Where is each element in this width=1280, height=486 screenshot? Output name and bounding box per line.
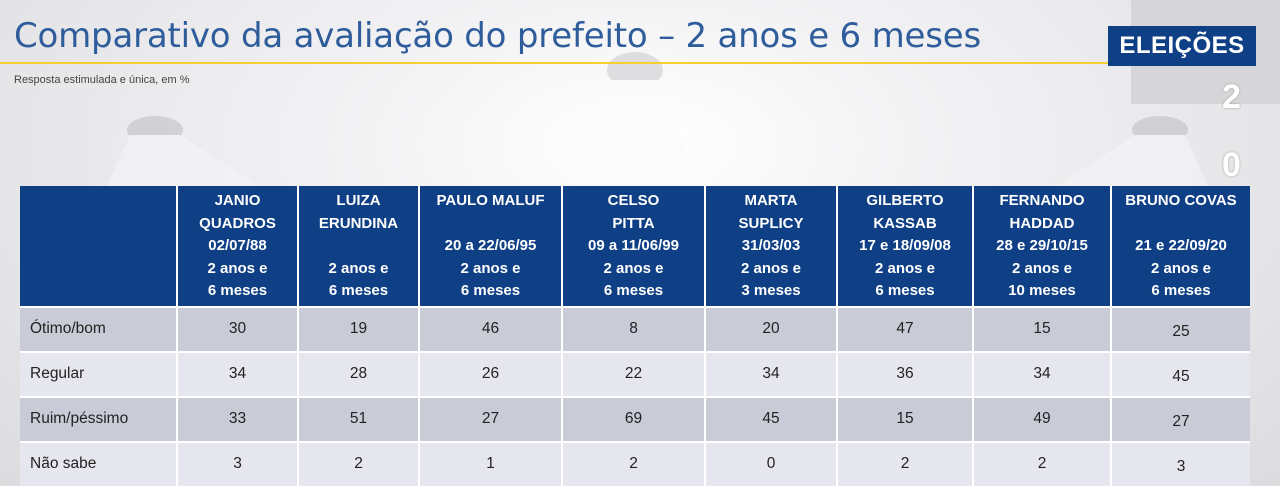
column-header: FERNANDO HADDAD 28 e 29/10/15 2 anos e 10 me… bbox=[974, 186, 1112, 306]
page-title: Comparativo da avaliação do prefeito – 2… bbox=[14, 16, 981, 56]
table-cell: 2 bbox=[974, 440, 1112, 486]
badge-year-digit: 2 bbox=[1222, 78, 1241, 116]
table-cell: 69 bbox=[563, 395, 706, 441]
table-cell: 45 bbox=[1112, 350, 1250, 396]
table-cell: 49 bbox=[974, 395, 1112, 441]
table-row: Não sabe 3 2 1 2 0 2 2 3 bbox=[20, 440, 1250, 486]
table-cell: 34 bbox=[178, 350, 299, 396]
table-cell: 3 bbox=[178, 440, 299, 486]
table-cell: 2 bbox=[838, 440, 974, 486]
row-label: Não sabe bbox=[20, 440, 178, 486]
table-row: Ótimo/bom 30 19 46 8 20 47 15 25 bbox=[20, 305, 1250, 351]
row-label: Ruim/péssimo bbox=[20, 395, 178, 441]
table-cell: 3 bbox=[1112, 440, 1250, 486]
spotlight-center-decoration bbox=[570, 52, 700, 190]
table-cell: 45 bbox=[706, 395, 838, 441]
row-label: Regular bbox=[20, 350, 178, 396]
table-row: Ruim/péssimo 33 51 27 69 45 15 49 27 bbox=[20, 395, 1250, 441]
table-cell: 26 bbox=[420, 350, 563, 396]
table-cell: 0 bbox=[706, 440, 838, 486]
table-cell: 2 bbox=[299, 440, 420, 486]
table-cell: 8 bbox=[563, 305, 706, 351]
table-cell: 1 bbox=[420, 440, 563, 486]
spotlight-left-decoration bbox=[105, 116, 265, 190]
table-row: Regular 34 28 26 22 34 36 34 45 bbox=[20, 350, 1250, 396]
table-cell: 25 bbox=[1112, 305, 1250, 351]
badge-year-digit: 0 bbox=[1222, 146, 1241, 184]
elections-badge: ELEIÇÕES bbox=[1108, 26, 1256, 66]
table-cell: 36 bbox=[838, 350, 974, 396]
table-cell: 30 bbox=[178, 305, 299, 351]
table-cell: 15 bbox=[974, 305, 1112, 351]
table-cell: 33 bbox=[178, 395, 299, 441]
table-cell: 46 bbox=[420, 305, 563, 351]
page-subtitle: Resposta estimulada e única, em % bbox=[14, 74, 190, 86]
table-cell: 15 bbox=[838, 395, 974, 441]
table-cell: 20 bbox=[706, 305, 838, 351]
header-corner bbox=[20, 186, 178, 306]
table-cell: 27 bbox=[1112, 395, 1250, 441]
spotlight-right-decoration bbox=[1050, 116, 1210, 190]
table-cell: 19 bbox=[299, 305, 420, 351]
table-cell: 51 bbox=[299, 395, 420, 441]
table-cell: 28 bbox=[299, 350, 420, 396]
table-cell: 22 bbox=[563, 350, 706, 396]
table-cell: 47 bbox=[838, 305, 974, 351]
table-cell: 2 bbox=[563, 440, 706, 486]
row-label: Ótimo/bom bbox=[20, 305, 178, 351]
table-cell: 34 bbox=[706, 350, 838, 396]
table-cell: 34 bbox=[974, 350, 1112, 396]
table-cell: 27 bbox=[420, 395, 563, 441]
title-divider bbox=[0, 62, 1280, 64]
